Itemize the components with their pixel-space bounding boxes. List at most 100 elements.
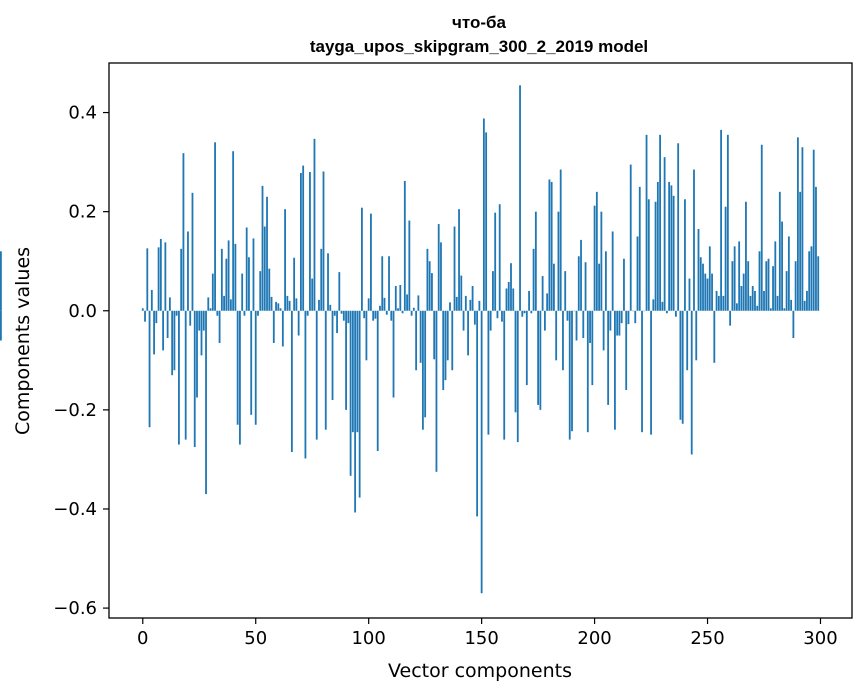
bar — [543, 310, 546, 331]
bar — [783, 308, 786, 311]
bar — [638, 186, 641, 311]
bar — [550, 181, 553, 311]
x-axis-ticks: 0 50 100 150 200 250 300 — [137, 618, 838, 649]
bar — [799, 191, 802, 311]
bar — [686, 310, 689, 371]
bar — [616, 310, 619, 336]
bar — [417, 295, 420, 311]
bar — [611, 231, 614, 311]
bar — [650, 310, 652, 435]
bar — [263, 226, 266, 311]
bar — [679, 310, 682, 420]
bar — [421, 310, 424, 430]
bar — [410, 310, 413, 316]
bar — [731, 261, 734, 311]
bar — [471, 285, 474, 311]
bar — [808, 251, 811, 311]
bar — [629, 164, 632, 311]
x-tick-label: 200 — [577, 628, 611, 649]
bar — [745, 201, 747, 311]
bar — [514, 310, 517, 413]
bar — [717, 295, 720, 311]
bar — [541, 276, 544, 311]
bar — [0, 310, 2, 341]
bar — [370, 213, 372, 311]
bar — [340, 310, 343, 314]
bar — [241, 273, 244, 311]
bar — [306, 310, 309, 316]
bar — [512, 288, 515, 311]
bar — [528, 290, 530, 311]
bar — [336, 310, 338, 334]
bar — [318, 299, 320, 311]
bar — [302, 165, 305, 311]
bar — [663, 157, 666, 311]
bar — [243, 310, 246, 316]
bar — [155, 310, 158, 324]
bar — [399, 285, 402, 311]
bar — [248, 257, 250, 311]
bar — [159, 238, 162, 311]
bar — [381, 256, 384, 311]
bar — [564, 271, 567, 311]
bar — [209, 308, 212, 311]
bar — [756, 305, 759, 311]
bar — [153, 310, 155, 355]
bar — [623, 258, 625, 311]
bar — [810, 246, 813, 311]
bar — [672, 195, 675, 311]
bar — [699, 257, 702, 311]
bar — [180, 248, 183, 311]
y-axis-ticks: −0.6 −0.4 −0.2 0.0 0.2 0.4 — [53, 103, 109, 619]
bar — [582, 310, 585, 339]
plot-frame — [108, 62, 853, 619]
bar — [751, 285, 754, 311]
bar — [478, 300, 481, 311]
bar — [455, 296, 458, 311]
x-tick-label: 0 — [137, 628, 148, 649]
bar — [767, 258, 770, 311]
bar — [641, 310, 643, 433]
x-axis-label: Vector components — [388, 660, 572, 682]
chart-title-line-1: что-ба — [452, 13, 507, 32]
bar — [383, 297, 386, 311]
bar — [403, 180, 406, 311]
bar — [537, 310, 540, 405]
bar — [412, 307, 415, 311]
bar — [198, 310, 201, 331]
bar — [760, 144, 763, 311]
bar — [812, 149, 815, 311]
bar — [300, 173, 302, 311]
bar — [503, 310, 506, 440]
bar — [794, 261, 797, 311]
bar — [501, 310, 503, 322]
bar — [146, 248, 149, 311]
bar — [268, 268, 271, 311]
bar — [776, 295, 779, 311]
chart-title-line-2: tayga_upos_skipgram_300_2_2019 model — [310, 37, 648, 56]
bar — [202, 310, 205, 331]
bar — [688, 278, 691, 311]
bar — [277, 303, 280, 311]
bar — [449, 302, 451, 311]
bar — [424, 310, 427, 418]
bar — [614, 310, 616, 430]
bar — [144, 310, 146, 322]
bar — [566, 310, 569, 321]
bar — [460, 275, 463, 311]
bar — [347, 310, 350, 324]
bar — [586, 310, 589, 433]
bar — [519, 85, 521, 311]
bar — [175, 310, 178, 316]
bar — [311, 278, 314, 311]
bar — [214, 142, 216, 311]
bar — [602, 310, 605, 351]
bar — [358, 310, 361, 498]
bar — [435, 310, 438, 472]
bar — [408, 220, 411, 311]
bar — [510, 263, 512, 311]
bar — [591, 310, 594, 386]
y-axis-label: Components values — [12, 247, 34, 435]
bar — [534, 211, 537, 311]
bar — [720, 129, 722, 311]
